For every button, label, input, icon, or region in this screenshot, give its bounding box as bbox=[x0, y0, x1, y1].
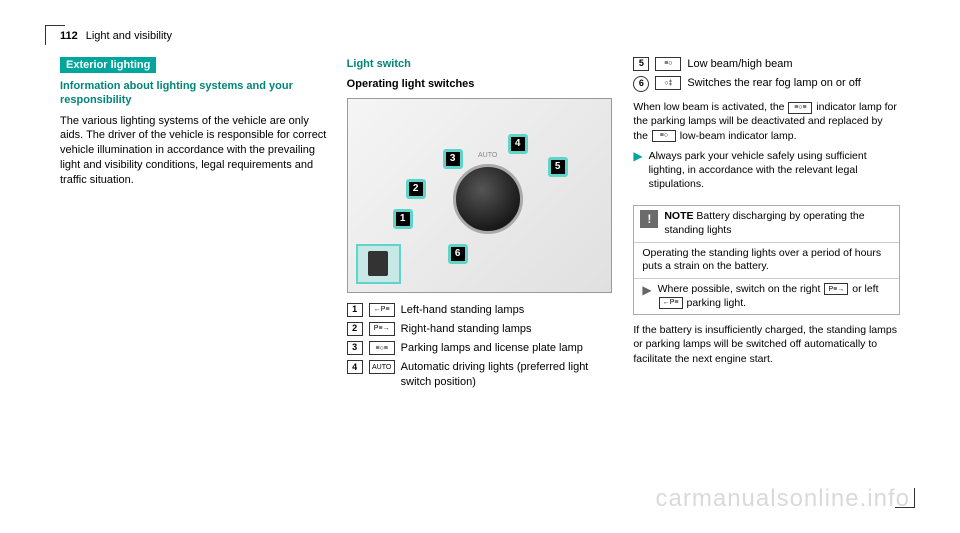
legend-num: 2 bbox=[347, 322, 363, 336]
rotary-dial bbox=[453, 164, 523, 234]
legend-row: 3 ≡○≡ Parking lamps and license plate la… bbox=[347, 341, 614, 355]
low-beam-indicator-icon: ≡○ bbox=[652, 130, 676, 142]
auto-icon: AUTO bbox=[369, 360, 395, 374]
battery-paragraph: If the battery is insufficiently charged… bbox=[633, 323, 900, 366]
callout-2: 2 bbox=[406, 179, 426, 199]
tip-text: Where possible, switch on the right bbox=[658, 283, 824, 295]
legend-num-circle: 6 bbox=[633, 76, 649, 92]
legend-text: Low beam/high beam bbox=[687, 57, 900, 71]
left-parking-icon: ←P≡ bbox=[659, 297, 683, 309]
low-beam-icon: ≡○ bbox=[655, 57, 681, 71]
callout-6: 6 bbox=[448, 244, 468, 264]
callout-4: 4 bbox=[508, 134, 528, 154]
callout-1: 1 bbox=[393, 209, 413, 229]
tip-text: parking light. bbox=[684, 297, 746, 309]
right-standing-icon: P≡→ bbox=[369, 322, 395, 336]
legend-row: 1 ←P≡ Left-hand standing lamps bbox=[347, 303, 614, 317]
legend-text: Automatic driving lights (preferred ligh… bbox=[401, 360, 614, 389]
legend-num: 3 bbox=[347, 341, 363, 355]
para-text: low-beam indicator lamp. bbox=[677, 130, 797, 142]
right-parking-icon: P≡→ bbox=[824, 283, 848, 295]
column-2: Light switch Operating light switches 1 … bbox=[347, 57, 614, 394]
page-header: 112 Light and visibility bbox=[50, 30, 910, 42]
light-switch-diagram: 1 2 3 4 5 6 bbox=[347, 98, 612, 293]
note-title-bold: NOTE bbox=[664, 210, 693, 222]
tip-arrow-icon: ▶ bbox=[642, 283, 651, 310]
legend-text: Parking lamps and license plate lamp bbox=[401, 341, 614, 355]
tip-text: or left bbox=[849, 283, 878, 295]
section-title: Exterior lighting bbox=[60, 57, 156, 73]
callout-5: 5 bbox=[548, 157, 568, 177]
note-title-rest: Battery discharging by operating the sta… bbox=[664, 210, 864, 236]
header-title: Light and visibility bbox=[86, 30, 172, 42]
corner-mark-tl bbox=[45, 25, 65, 45]
note-badge-icon: ! bbox=[640, 210, 658, 228]
left-standing-icon: ←P≡ bbox=[369, 303, 395, 317]
legend-num: 4 bbox=[347, 360, 363, 374]
legend-row: 6 ○‡ Switches the rear fog lamp on or of… bbox=[633, 76, 900, 92]
note-body: Operating the standing lights over a per… bbox=[634, 242, 899, 278]
indicator-paragraph: When low beam is activated, the ≡○≡ indi… bbox=[633, 100, 900, 143]
tip-arrow-icon: ▶ bbox=[633, 149, 642, 198]
heading-operating: Operating light switches bbox=[347, 77, 614, 91]
note-tip: ▶ Where possible, switch on the right P≡… bbox=[634, 278, 899, 314]
tip-row: ▶ Always park your vehicle safely using … bbox=[633, 149, 900, 198]
note-box: ! NOTE Battery discharging by operating … bbox=[633, 205, 900, 315]
legend-text: Left-hand standing lamps bbox=[401, 303, 614, 317]
note-tip-text: Where possible, switch on the right P≡→ … bbox=[658, 283, 891, 310]
watermark: carmanualsonline.info bbox=[656, 485, 910, 513]
legend-row: 5 ≡○ Low beam/high beam bbox=[633, 57, 900, 71]
legend-row: 4 AUTO Automatic driving lights (preferr… bbox=[347, 360, 614, 389]
heading-light-switch: Light switch bbox=[347, 57, 614, 71]
content-columns: Exterior lighting Information about ligh… bbox=[50, 57, 910, 394]
legend-text: Right-hand standing lamps bbox=[401, 322, 614, 336]
parking-indicator-icon: ≡○≡ bbox=[788, 102, 812, 114]
inset-box bbox=[356, 244, 401, 284]
callout-3: 3 bbox=[443, 149, 463, 169]
note-header: ! NOTE Battery discharging by operating … bbox=[634, 206, 899, 241]
tip-text: Always park your vehicle safely using su… bbox=[649, 149, 900, 192]
legend-num: 5 bbox=[633, 57, 649, 71]
rear-fog-icon: ○‡ bbox=[655, 76, 681, 90]
subheading: Information about lighting systems and y… bbox=[60, 79, 327, 108]
para-text: When low beam is activated, the bbox=[633, 101, 787, 113]
column-3: 5 ≡○ Low beam/high beam 6 ○‡ Switches th… bbox=[633, 57, 900, 394]
body-paragraph: The various lighting systems of the vehi… bbox=[60, 114, 327, 188]
parking-lamp-icon: ≡○≡ bbox=[369, 341, 395, 355]
legend-row: 2 P≡→ Right-hand standing lamps bbox=[347, 322, 614, 336]
legend-num: 1 bbox=[347, 303, 363, 317]
note-title: NOTE Battery discharging by operating th… bbox=[664, 210, 893, 237]
legend-text: Switches the rear fog lamp on or off bbox=[687, 76, 900, 90]
column-1: Exterior lighting Information about ligh… bbox=[60, 57, 327, 394]
